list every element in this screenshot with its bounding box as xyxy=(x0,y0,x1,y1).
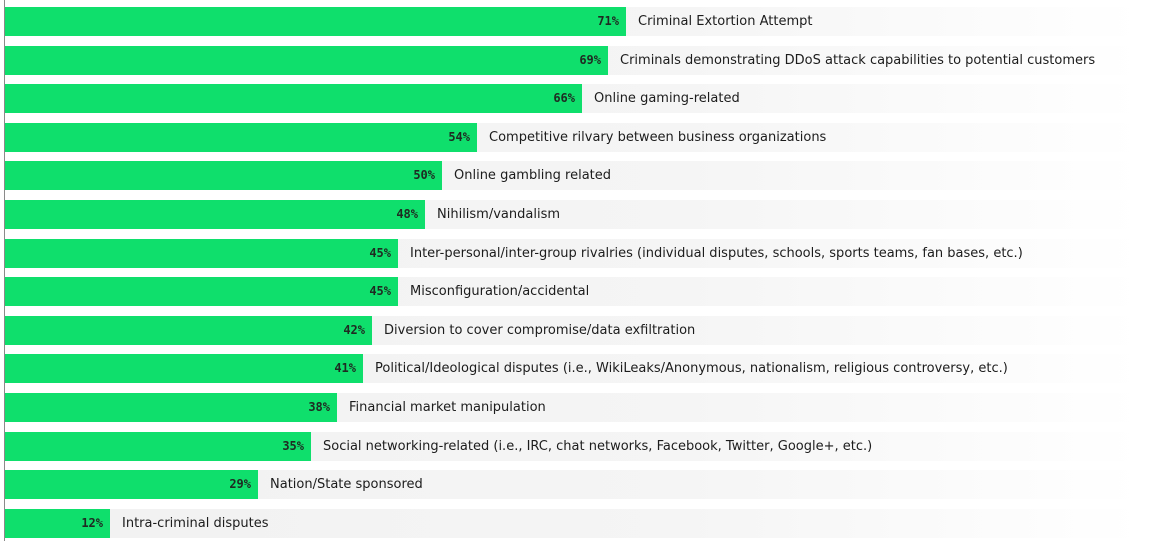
bar xyxy=(5,432,311,461)
bar-track xyxy=(5,509,1141,538)
bar-value-label: 42% xyxy=(343,323,365,337)
bar-row: 48% Nihilism/vandalism xyxy=(5,200,1141,229)
category-label: Inter-personal/inter-group rivalries (in… xyxy=(410,246,1023,261)
bar xyxy=(5,277,398,306)
bar-value-label: 12% xyxy=(81,516,103,530)
bar xyxy=(5,354,363,383)
bar-value-label: 41% xyxy=(334,361,356,375)
left-axis-line xyxy=(4,0,5,541)
bar-value-label: 66% xyxy=(553,91,575,105)
bar-value-label: 38% xyxy=(308,400,330,414)
bar-row: 42% Diversion to cover compromise/data ex… xyxy=(5,316,1141,345)
bar-value-label: 35% xyxy=(282,439,304,453)
bar xyxy=(5,316,372,345)
category-label: Social networking-related (i.e., IRC, ch… xyxy=(323,439,873,454)
bar-row: 50% Online gambling related xyxy=(5,161,1141,190)
bar-row: 41% Political/Ideological disputes (i.e.,… xyxy=(5,354,1141,383)
bar-value-label: 54% xyxy=(448,130,470,144)
bar-row: 54% Competitive rilvary between business … xyxy=(5,123,1141,152)
category-label: Intra-criminal disputes xyxy=(122,516,269,531)
category-label: Nihilism/vandalism xyxy=(437,207,561,222)
category-label: Nation/State sponsored xyxy=(270,477,423,492)
bar xyxy=(5,239,398,268)
bar xyxy=(5,84,582,113)
bar xyxy=(5,509,110,538)
bar-row: 66% Online gaming-related xyxy=(5,84,1141,113)
category-label: Financial market manipulation xyxy=(349,400,546,415)
category-label: Political/Ideological disputes (i.e., Wi… xyxy=(375,361,1008,376)
bar-value-label: 45% xyxy=(369,284,391,298)
bar-value-label: 50% xyxy=(413,168,435,182)
bar-value-label: 71% xyxy=(597,14,619,28)
bar xyxy=(5,123,477,152)
bar xyxy=(5,161,442,190)
bar xyxy=(5,7,626,36)
bar-row: 45% Misconfiguration/accidental xyxy=(5,277,1141,306)
bar-row: 38% Financial market manipulation xyxy=(5,393,1141,422)
bar xyxy=(5,393,337,422)
bar-value-label: 48% xyxy=(396,207,418,221)
bar xyxy=(5,470,258,499)
category-label: Competitive rilvary between business org… xyxy=(489,130,827,145)
bar-row: 29% Nation/State sponsored xyxy=(5,470,1141,499)
bar-row: 45% Inter-personal/inter-group rivalries … xyxy=(5,239,1141,268)
bar-row: 35% Social networking-related (i.e., IRC,… xyxy=(5,432,1141,461)
bar-value-label: 45% xyxy=(369,246,391,260)
category-label: Online gaming-related xyxy=(594,91,740,106)
bar xyxy=(5,46,608,75)
category-label: Criminal Extortion Attempt xyxy=(638,14,813,29)
bar-row: 69% Criminals demonstrating DDoS attack c… xyxy=(5,46,1141,75)
bar-row: 71% Criminal Extortion Attempt xyxy=(5,7,1141,36)
bar-value-label: 69% xyxy=(579,53,601,67)
bar-value-label: 29% xyxy=(229,477,251,491)
category-label: Criminals demonstrating DDoS attack capa… xyxy=(620,53,1096,68)
bar xyxy=(5,200,425,229)
bar-row: 12% Intra-criminal disputes xyxy=(5,509,1141,538)
category-label: Misconfiguration/accidental xyxy=(410,284,590,299)
category-label: Online gambling related xyxy=(454,168,612,183)
category-label: Diversion to cover compromise/data exfil… xyxy=(384,323,696,338)
